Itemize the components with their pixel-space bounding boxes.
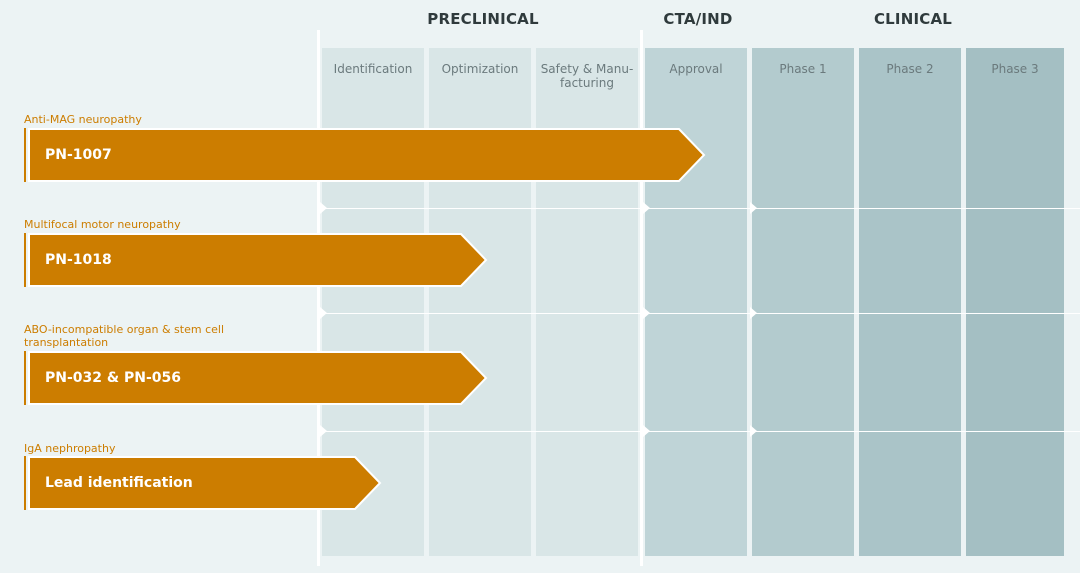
program-bar-pn-1007: PN-1007 [24,128,706,182]
separator-notch [643,202,650,214]
stage-header-clinical: CLINICAL [873,10,953,28]
column-optimization: Optimization [429,48,531,556]
column-label-identification: Identification [333,62,413,76]
row-separator-2 [318,313,1080,314]
column-label-safety-manufacturing: Safety & Manu- facturing [536,62,638,90]
program-arrow [24,128,706,182]
column-label-safety-line1: Safety & Manu- [540,62,634,76]
separator-notch [320,307,327,319]
program-arrow [24,456,382,510]
indication-label: Multifocal motor neuropathy [24,218,181,231]
program-name: PN-032 & PN-056 [45,370,181,386]
column-label-phase-3: Phase 3 [991,62,1039,76]
separator-notch [320,425,327,437]
column-label-safety-line2: facturing [560,76,614,90]
program-arrow [24,233,488,287]
row-separator-3 [318,431,1080,432]
separator-notch [643,307,650,319]
stage-header-cta-ind: CTA/IND [663,10,733,28]
column-phase-2: Phase 2 [859,48,961,556]
row-separator-1 [318,208,1080,209]
indication-label: Anti-MAG neuropathy [24,113,142,126]
separator-notch [750,307,757,319]
column-phase-1: Phase 1 [752,48,854,556]
program-name: PN-1018 [45,252,112,268]
separator-notch [750,202,757,214]
column-safety-manufacturing: Safety & Manu- facturing [536,48,638,556]
program-name: Lead identification [45,475,193,491]
column-label-approval: Approval [669,62,723,76]
column-label-phase-2: Phase 2 [886,62,934,76]
indication-line-1: ABO-incompatible organ & stem cell [24,323,225,336]
program-bar-lead-identification: Lead identification [24,456,382,510]
stage-divider-cta-ind [640,30,643,566]
stage-divider-preclinical [317,30,320,566]
indication-line-2: transplantation [24,336,109,349]
column-approval: Approval [645,48,747,556]
program-bar-pn-1018: PN-1018 [24,233,488,287]
column-phase-3: Phase 3 [966,48,1064,556]
separator-notch [643,425,650,437]
program-bar-pn-032-pn-056: PN-032 & PN-056 [24,351,488,405]
program-arrow [24,351,488,405]
column-label-optimization: Optimization [441,62,519,76]
column-label-phase-1: Phase 1 [779,62,827,76]
stage-header-preclinical: PRECLINICAL [427,10,539,28]
indication-label: ABO-incompatible organ & stem cell trans… [24,323,224,349]
indication-label: IgA nephropathy [24,442,116,455]
separator-notch [320,202,327,214]
program-name: PN-1007 [45,147,112,163]
separator-notch [750,425,757,437]
